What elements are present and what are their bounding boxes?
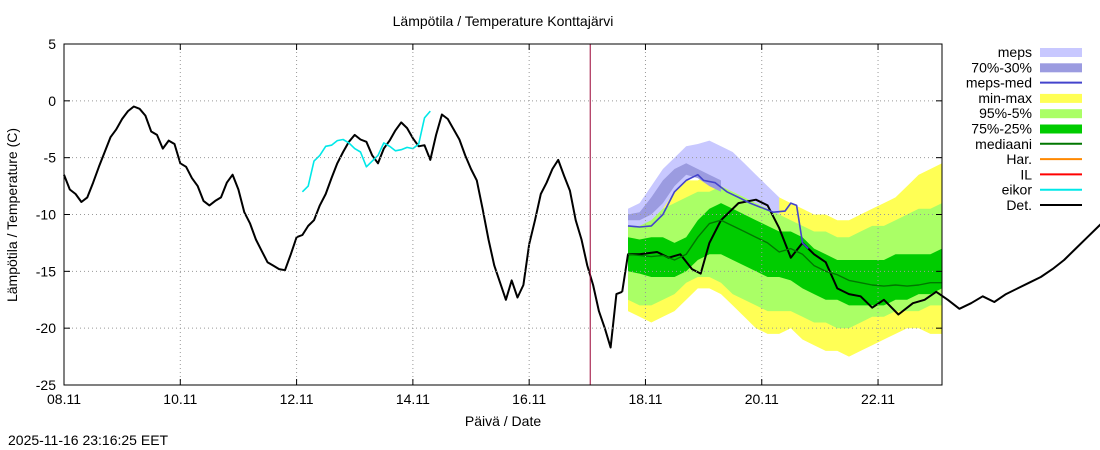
legend: meps70%-30%meps-medmin-max95%-5%75%-25%m… <box>966 44 1082 213</box>
band-p70-30 <box>628 163 721 221</box>
legend-label: meps <box>998 44 1032 60</box>
y-tick-label: -5 <box>44 150 57 166</box>
y-tick-label: -20 <box>36 320 56 336</box>
y-tick-label: -25 <box>36 377 56 393</box>
x-tick-label: 14.11 <box>396 391 430 407</box>
chart-title: Lämpötila / Temperature Konttajärvi <box>393 13 614 29</box>
x-tick-label: 18.11 <box>628 391 662 407</box>
legend-label: Det. <box>1006 197 1032 213</box>
legend-label: 95%-5% <box>979 105 1032 121</box>
legend-label: 75%-25% <box>971 121 1032 137</box>
x-tick-label: 16.11 <box>512 391 546 407</box>
y-tick-label: -10 <box>36 207 56 223</box>
y-axis-label: Lämpötila / Temperature (C) <box>4 128 20 302</box>
series-line-det <box>63 105 623 349</box>
plot-area <box>63 44 1100 385</box>
x-tick-label: 12.11 <box>280 391 314 407</box>
series-line-det <box>621 198 1100 316</box>
y-tick-label: -15 <box>36 263 56 279</box>
x-axis-label: Päivä / Date <box>465 413 541 429</box>
legend-label: meps-med <box>966 75 1032 91</box>
legend-label: 70%-30% <box>971 59 1032 75</box>
band-meps <box>628 140 780 226</box>
legend-swatch-p70-30 <box>1040 63 1082 73</box>
legend-label: IL <box>1020 166 1032 182</box>
x-tick-label: 20.11 <box>745 391 779 407</box>
legend-swatch-p95-5 <box>1040 109 1082 119</box>
grid <box>64 44 942 385</box>
band-p75-25 <box>628 203 942 306</box>
legend-label: mediaani <box>975 136 1032 152</box>
x-tick-label: 08.11 <box>47 391 81 407</box>
x-tick-label: 22.11 <box>861 391 895 407</box>
legend-label: Har. <box>1006 151 1032 167</box>
legend-swatch-meps <box>1040 48 1082 57</box>
series-line-mediaani <box>627 219 942 287</box>
series-line-meps-med <box>627 173 809 250</box>
legend-label: eikor <box>1002 182 1033 198</box>
y-tick-label: 0 <box>48 93 56 109</box>
legend-label: min-max <box>978 90 1032 106</box>
legend-swatch-min-max <box>1040 93 1082 103</box>
timestamp: 2025-11-16 23:16:25 EET <box>8 432 169 448</box>
series-line-eikor <box>301 110 431 193</box>
y-tick-label: 5 <box>48 36 56 52</box>
legend-swatch-p75-25 <box>1040 124 1082 134</box>
x-tick-label: 10.11 <box>163 391 197 407</box>
